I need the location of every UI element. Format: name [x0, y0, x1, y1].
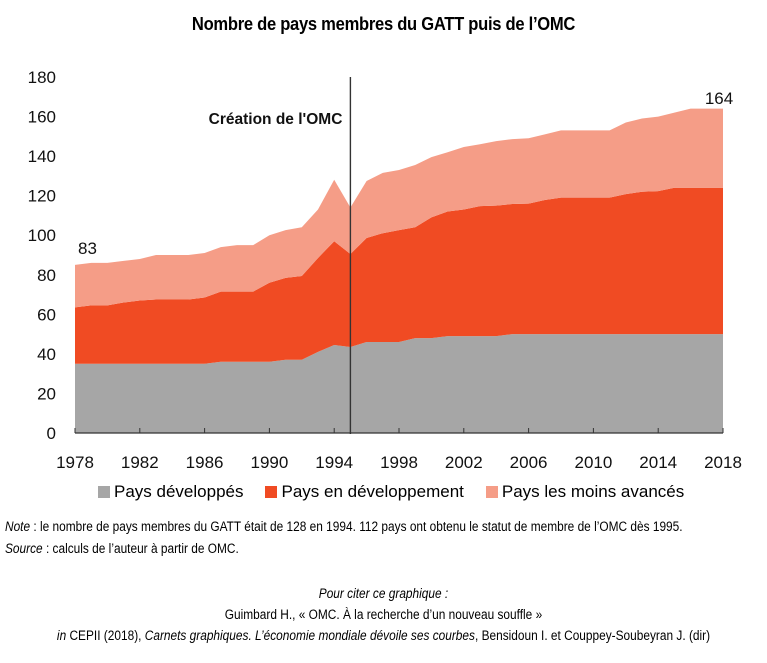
legend-label-least-developed: Pays les moins avancés — [501, 482, 685, 501]
citation-in: in — [56, 628, 67, 643]
citation-reference: Guimbard H., « OMC. À la recherche d’un … — [224, 607, 543, 622]
note-line: Note : le nombre de pays membres du GATT… — [5, 516, 683, 538]
x-tick-label-2002: 2002 — [445, 453, 483, 472]
legend: Pays développés Pays en développement Pa… — [98, 482, 684, 502]
legend-swatch-developing — [265, 486, 278, 498]
citation-editors: , Bensidoun I. et Couppey-Soubeyran J. (… — [474, 628, 711, 643]
x-tick-label-1978: 1978 — [56, 453, 94, 472]
x-tick-label-1982: 1982 — [121, 453, 159, 472]
y-tick-label-100: 100 — [28, 226, 56, 245]
y-tick-label-0: 0 — [47, 424, 56, 443]
y-tick-label-140: 140 — [28, 147, 56, 166]
note-text: : le nombre de pays membres du GATT étai… — [30, 519, 683, 534]
y-tick-label-160: 160 — [28, 108, 56, 127]
y-tick-label-60: 60 — [37, 305, 56, 324]
x-tick-label-1990: 1990 — [250, 453, 288, 472]
x-tick-label-1998: 1998 — [380, 453, 418, 472]
axes-group: 1978 1982 1986 1990 1994 1998 2002 2006 2010 2014… — [28, 68, 742, 472]
x-tick-label-2010: 2010 — [574, 453, 612, 472]
note-label: Note — [5, 519, 31, 534]
y-tick-label-20: 20 — [37, 384, 56, 403]
citation-publisher: CEPII (2018), — [66, 628, 145, 643]
area-developed — [75, 334, 723, 433]
data-label-start: 83 — [78, 239, 97, 258]
legend-label-developing: Pays en développement — [281, 482, 464, 501]
x-tick-label-1986: 1986 — [186, 453, 224, 472]
x-tick-label-2014: 2014 — [639, 453, 677, 472]
areas-group — [75, 108, 723, 433]
annotations-group: 83 164 Création de l'OMC — [78, 77, 733, 434]
source-text: : calculs de l’auteur à partir de OMC. — [42, 541, 239, 556]
legend-swatch-developed — [98, 486, 110, 498]
y-tick-label-120: 120 — [28, 187, 56, 206]
y-tick-label-80: 80 — [37, 266, 56, 285]
data-label-end: 164 — [705, 89, 733, 108]
area-least-developed — [75, 108, 723, 308]
legend-item-least-developed: Pays les moins avancés — [485, 482, 685, 502]
notes: Note : le nombre de pays membres du GATT… — [5, 516, 683, 560]
area-developing — [75, 187, 723, 364]
citation-source: in CEPII (2018), Carnets graphiques. L’é… — [46, 625, 721, 646]
omc-creation-label: Création de l'OMC — [209, 111, 343, 128]
legend-swatch-least-developed — [485, 486, 498, 498]
legend-label-developed: Pays développés — [114, 482, 244, 501]
legend-item-developed: Pays développés — [98, 482, 243, 502]
citation: Pour citer ce graphique : Guimbard H., «… — [0, 583, 767, 646]
stacked-area-chart: 1978 1982 1986 1990 1994 1998 2002 2006 2010 2014… — [28, 68, 742, 472]
source-label: Source — [5, 541, 43, 556]
chart-title: Nombre de pays membres du GATT puis de l… — [191, 14, 576, 34]
x-tick-label-1994: 1994 — [315, 453, 353, 472]
citation-book-title: Carnets graphiques. L’économie mondiale … — [144, 628, 475, 643]
legend-item-developing: Pays en développement — [265, 482, 464, 502]
citation-heading: Pour citer ce graphique : — [318, 586, 449, 601]
y-tick-label-40: 40 — [37, 345, 56, 364]
source-line: Source : calculs de l’auteur à partir de… — [5, 538, 683, 560]
y-tick-label-180: 180 — [28, 68, 56, 87]
x-tick-label-2006: 2006 — [510, 453, 548, 472]
x-tick-label-2018: 2018 — [704, 453, 742, 472]
